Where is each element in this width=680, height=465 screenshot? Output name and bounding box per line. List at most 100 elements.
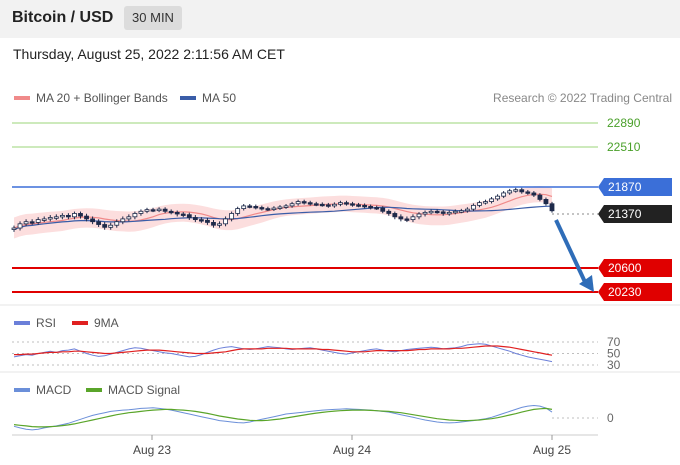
level-label-22890: 22890: [607, 116, 641, 130]
ma50-label: MA 50: [202, 91, 237, 105]
candle-body: [428, 210, 434, 214]
candle-body: [307, 202, 313, 205]
candle-body: [186, 214, 192, 218]
rsi-ma-line: [14, 345, 553, 356]
legend-macd-signal: MACD Signal: [86, 383, 180, 397]
candle-body: [47, 217, 53, 220]
x-tick-label-Aug 24: Aug 24: [333, 443, 371, 457]
forecast-arrow-head: [579, 275, 594, 292]
candle-body: [458, 210, 464, 213]
bollinger-band: [14, 186, 552, 239]
rsi-ma-label: 9MA: [94, 316, 119, 330]
header: Bitcoin / USD 30 MIN: [0, 0, 680, 38]
candle-body: [537, 194, 543, 200]
candle-body: [102, 224, 108, 228]
macd-swatch: [14, 388, 30, 392]
rsi-level-label-30: 30: [607, 358, 621, 372]
candle-body: [344, 202, 349, 205]
candle-body: [313, 203, 319, 206]
candle-body: [205, 219, 210, 223]
ma50-swatch: [180, 96, 196, 100]
ma20-label: MA 20 + Bollinger Bands: [36, 91, 168, 105]
candle-body: [229, 213, 235, 220]
candle-body: [501, 192, 507, 197]
rsi-ma-swatch: [72, 321, 88, 325]
candle-body: [78, 213, 83, 217]
level-label-20230: 20230: [608, 285, 642, 299]
legend-macd: MACD: [14, 383, 71, 397]
candle-body: [289, 203, 295, 207]
candle-body: [471, 204, 476, 210]
level-label-21870: 21870: [608, 180, 642, 194]
candle-body: [374, 207, 380, 210]
candle-body: [35, 219, 41, 223]
rsi-level-label-70: 70: [607, 335, 621, 349]
candle-body: [23, 221, 29, 225]
candle-body: [392, 213, 398, 218]
level-tag-21870: [598, 178, 672, 196]
timeframe-badge[interactable]: 30 MIN: [124, 6, 182, 30]
forecast-arrow-shaft: [554, 219, 587, 283]
candle-body: [301, 201, 307, 204]
candle-body: [483, 201, 488, 204]
candle-body: [144, 209, 150, 212]
candle-body: [271, 207, 277, 210]
candle-body: [84, 215, 89, 220]
candle-body: [29, 221, 35, 224]
candle-body: [489, 198, 494, 202]
candle-body: [108, 224, 114, 228]
candle-body: [513, 189, 519, 192]
candle-body: [362, 204, 368, 208]
candle-body: [422, 211, 428, 215]
candle-body: [543, 199, 549, 205]
candle-body: [132, 213, 138, 218]
candle-body: [277, 206, 283, 209]
candle-body: [90, 218, 95, 223]
candle-body: [17, 223, 23, 229]
candle-body: [41, 218, 47, 221]
candle-body: [356, 204, 361, 207]
candle-body: [331, 203, 337, 207]
level-label-21370: 21370: [608, 207, 642, 221]
candle-body: [350, 203, 355, 206]
instrument-title: Bitcoin / USD: [12, 9, 114, 26]
candle-body: [162, 208, 168, 212]
candle-body: [247, 205, 253, 208]
candle-body: [150, 209, 156, 212]
candle-body: [168, 210, 174, 214]
candle-body: [525, 191, 531, 194]
candle-body: [11, 227, 17, 230]
candle-body: [398, 216, 404, 220]
candle-body: [241, 205, 247, 209]
candle-body: [477, 202, 482, 206]
candle-body: [180, 213, 186, 216]
x-tick-label-Aug 25: Aug 25: [533, 443, 571, 457]
candle-body: [410, 216, 416, 221]
candle-body: [495, 195, 500, 200]
candle-body: [59, 215, 65, 218]
candle-body: [464, 208, 470, 212]
legend-rsi: RSI: [14, 316, 56, 330]
candle-body: [507, 190, 513, 194]
level-label-22510: 22510: [607, 140, 641, 154]
candle-body: [53, 216, 59, 219]
rsi-label: RSI: [36, 316, 57, 330]
candle-body: [549, 203, 555, 212]
candle-body: [325, 204, 331, 207]
rsi-swatch: [14, 321, 30, 325]
level-tag-21370: [598, 205, 672, 223]
candle-body: [519, 189, 525, 193]
macd-label: MACD: [36, 383, 72, 397]
candle-body: [211, 222, 216, 226]
ma20-swatch: [14, 96, 30, 100]
candle-body: [295, 201, 301, 205]
candle-body: [446, 211, 452, 215]
candle-body: [138, 210, 144, 214]
candle-body: [66, 215, 71, 218]
level-tag-20600: [598, 259, 672, 277]
legend-rsi-ma: 9MA: [72, 316, 119, 330]
chart-card: [0, 38, 680, 465]
candle-body: [386, 210, 392, 214]
candle-body: [126, 216, 132, 220]
timestamp: Thursday, August 25, 2022 2:11:56 AM CET: [13, 46, 285, 62]
